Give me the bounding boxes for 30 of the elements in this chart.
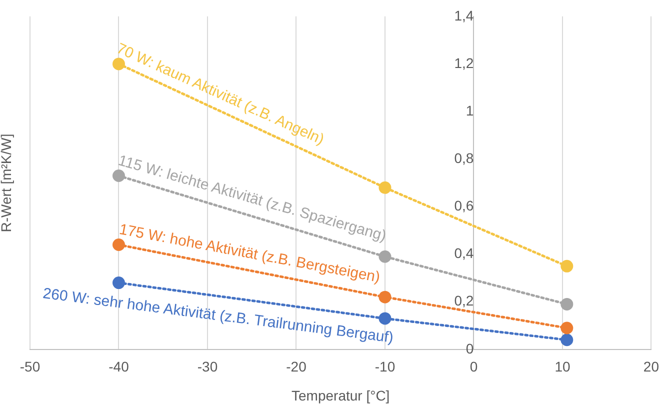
point bbox=[378, 290, 392, 304]
point bbox=[112, 276, 125, 290]
y-tick-label: 1,4 bbox=[454, 7, 474, 24]
x-tick-label: -40 bbox=[108, 358, 130, 375]
x-tick-label: -10 bbox=[374, 358, 396, 375]
point bbox=[378, 181, 392, 194]
x-axis-title: Temperatur [°C] bbox=[292, 387, 390, 404]
y-tick-label: 1 bbox=[466, 102, 474, 118]
y-tick-label: 0,4 bbox=[454, 245, 474, 262]
x-tick-label: -20 bbox=[286, 358, 307, 375]
x-tick-label: -50 bbox=[20, 358, 40, 375]
y-tick-label: 0 bbox=[466, 340, 474, 356]
y-axis-title: R-Wert [m²K/W] bbox=[0, 134, 14, 232]
point bbox=[378, 312, 392, 325]
point bbox=[560, 298, 574, 310]
point bbox=[560, 260, 574, 272]
y-tick-label: 0,2 bbox=[454, 292, 474, 309]
point bbox=[112, 238, 125, 251]
y-tick-label: 0,6 bbox=[454, 198, 474, 214]
point bbox=[560, 322, 574, 334]
point bbox=[560, 334, 574, 346]
y-tick-label: 0,8 bbox=[454, 150, 474, 166]
text: 260 W: sehr hohe Aktivität (z.B. Trailrunning Bergauf) bbox=[42, 284, 394, 346]
x-tick-label: 20 bbox=[643, 358, 660, 375]
x-tick-label: -30 bbox=[197, 358, 218, 375]
x-tick-label: 10 bbox=[554, 358, 570, 375]
point bbox=[112, 58, 125, 70]
point bbox=[378, 250, 392, 263]
y-tick-label: 1,2 bbox=[454, 54, 474, 71]
point bbox=[112, 170, 125, 182]
